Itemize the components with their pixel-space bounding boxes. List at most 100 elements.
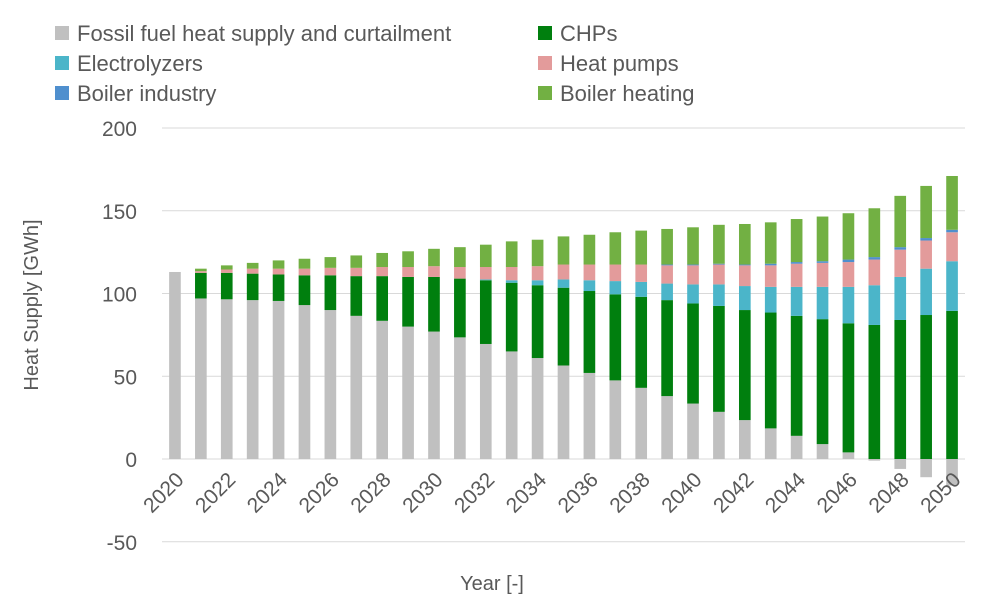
bar-segment xyxy=(842,286,855,324)
bar-segment xyxy=(894,247,907,250)
bar-segment xyxy=(583,234,596,265)
bar-segment xyxy=(454,247,466,268)
bar-segment xyxy=(635,230,648,265)
bar-segment xyxy=(428,276,440,332)
bar-segment xyxy=(557,264,570,280)
legend-label: CHPs xyxy=(560,21,617,46)
bar-segment xyxy=(324,310,337,459)
bar-segment xyxy=(557,236,570,265)
x-tick-label: 2026 xyxy=(295,468,344,517)
x-tick-label: 2030 xyxy=(398,468,447,517)
bar-segment xyxy=(609,264,622,282)
bar-segment xyxy=(505,267,518,281)
bar-segment xyxy=(661,265,673,284)
bar-segment xyxy=(894,276,907,320)
y-tick-label: 200 xyxy=(102,118,137,141)
bar-segment xyxy=(920,240,932,269)
x-tick-label: 2042 xyxy=(709,468,758,517)
bar-segment xyxy=(220,269,233,273)
bar-segment xyxy=(920,459,932,478)
y-axis-title: Heat Supply [GWh] xyxy=(21,219,43,390)
bars xyxy=(169,175,958,486)
bar-segment xyxy=(764,265,777,287)
bar-segment xyxy=(376,252,389,268)
bar-segment xyxy=(298,258,311,269)
bar-segment xyxy=(531,266,544,281)
legend-swatch xyxy=(538,56,552,70)
bar-segment xyxy=(246,300,259,459)
x-tick-label: 2028 xyxy=(346,468,395,517)
bar-segment xyxy=(790,315,803,436)
bar-segment xyxy=(687,264,699,266)
bar-segment xyxy=(635,296,648,388)
bar-segment xyxy=(738,310,751,421)
bar-segment xyxy=(816,262,829,287)
bar-segment xyxy=(531,358,544,459)
bar-segment xyxy=(713,263,725,265)
bar-segment xyxy=(920,315,932,459)
bar-segment xyxy=(324,267,337,276)
bar-segment xyxy=(350,267,363,277)
bar-segment xyxy=(687,284,699,304)
legend-swatch xyxy=(538,26,552,40)
bar-segment xyxy=(195,268,207,272)
bar-segment xyxy=(790,262,803,264)
bar-segment xyxy=(713,264,725,285)
bar-segment xyxy=(842,262,855,287)
y-tick-label: 50 xyxy=(114,366,137,389)
bar-segment xyxy=(738,223,751,265)
bar-segment xyxy=(428,248,440,267)
x-tick-label: 2024 xyxy=(243,468,293,518)
bar-segment xyxy=(376,320,389,459)
x-tick-label: 2032 xyxy=(450,468,499,517)
bar-segment xyxy=(946,459,958,486)
bar-segment xyxy=(764,312,777,429)
bar-segment xyxy=(298,305,311,459)
bar-segment xyxy=(479,280,492,344)
bar-segment xyxy=(920,238,932,241)
bar-segment xyxy=(350,315,363,459)
bar-segment xyxy=(868,257,881,260)
bar-segment xyxy=(272,274,285,301)
bar-segment xyxy=(661,396,673,459)
bar-segment xyxy=(609,380,622,459)
bar-segment xyxy=(609,232,622,265)
bar-segment xyxy=(246,268,259,274)
legend-label: Heat pumps xyxy=(560,51,679,76)
bar-segment xyxy=(505,241,518,268)
bar-segment xyxy=(738,265,751,287)
bar-segment xyxy=(687,403,699,459)
bar-segment xyxy=(557,279,570,288)
bar-segment xyxy=(868,259,881,286)
bar-segment xyxy=(842,213,855,260)
bar-segment xyxy=(479,279,492,281)
x-tick-label: 2036 xyxy=(554,468,603,517)
bar-segment xyxy=(687,265,699,285)
bar-segment xyxy=(842,259,855,263)
bar-segment xyxy=(816,216,829,262)
bar-segment xyxy=(661,283,673,301)
bar-segment xyxy=(583,372,596,459)
bar-segment xyxy=(842,452,855,459)
bar-segment xyxy=(195,298,207,459)
legend-label: Boiler industry xyxy=(77,81,216,106)
bar-segment xyxy=(246,262,259,269)
bar-segment xyxy=(764,286,777,313)
bar-segment xyxy=(946,232,958,262)
bar-segment xyxy=(946,261,958,311)
bar-segment xyxy=(687,227,699,265)
bar-segment xyxy=(946,229,958,233)
y-axis-ticks: -50 0 50 100 150 200 xyxy=(102,118,137,555)
bar-segment xyxy=(764,222,777,264)
y-tick-label: 0 xyxy=(125,449,137,472)
bar-segment xyxy=(479,267,492,280)
y-tick-label: -50 xyxy=(107,532,137,555)
bar-segment xyxy=(557,287,570,366)
bar-segment xyxy=(557,365,570,459)
bar-segment xyxy=(842,323,855,453)
x-tick-label: 2040 xyxy=(657,468,706,517)
bar-segment xyxy=(894,459,907,469)
bar-segment xyxy=(272,268,285,275)
bar-segment xyxy=(894,195,907,248)
bar-segment xyxy=(635,264,648,282)
